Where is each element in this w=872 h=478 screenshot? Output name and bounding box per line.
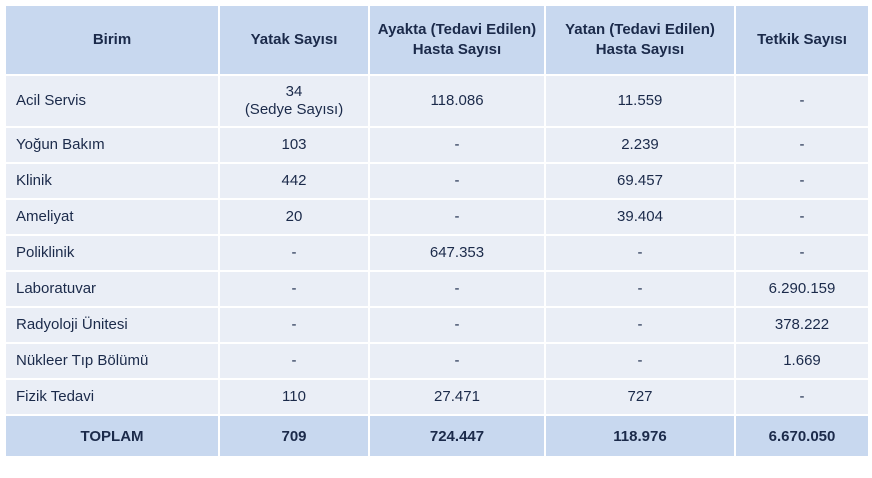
cell-birim: Ameliyat [4,198,220,236]
cell-yatan: 69.457 [544,162,736,200]
cell-tetkik: - [734,126,870,164]
hospital-statistics-table: Birim Yatak Sayısı Ayakta (Tedavi Edilen… [4,4,870,458]
cell-tetkik: - [734,162,870,200]
cell-ayakta: - [368,270,546,308]
cell-tetkik: 1.669 [734,342,870,380]
cell-yatan: 727 [544,378,736,416]
cell-birim: Radyoloji Ünitesi [4,306,220,344]
cell-ayakta: - [368,306,546,344]
cell-tetkik: - [734,378,870,416]
cell-ayakta: 647.353 [368,234,546,272]
cell-yatan: - [544,234,736,272]
table-row: Radyoloji Ünitesi - - - 378.222 [4,306,870,344]
cell-ayakta: - [368,198,546,236]
total-yatan: 118.976 [544,414,736,458]
cell-tetkik: - [734,198,870,236]
cell-yatan: 2.239 [544,126,736,164]
total-ayakta: 724.447 [368,414,546,458]
cell-yatak: - [218,342,370,380]
cell-yatak: 103 [218,126,370,164]
header-yatan-hasta-sayisi: Yatan (Tedavi Edilen) Hasta Sayısı [544,4,736,76]
cell-birim: Poliklinik [4,234,220,272]
header-ayakta-line2: Hasta Sayısı [412,41,502,58]
header-yatak-sayisi: Yatak Sayısı [218,4,370,76]
cell-yatan: 39.404 [544,198,736,236]
header-ayakta-hasta-sayisi: Ayakta (Tedavi Edilen) Hasta Sayısı [368,4,546,76]
cell-birim: Nükleer Tıp Bölümü [4,342,220,380]
cell-birim: Acil Servis [4,74,220,128]
cell-yatak: - [218,306,370,344]
cell-yatan: - [544,306,736,344]
cell-ayakta: - [368,162,546,200]
cell-yatak: 442 [218,162,370,200]
table-header-row: Birim Yatak Sayısı Ayakta (Tedavi Edilen… [4,4,870,76]
cell-ayakta: 118.086 [368,74,546,128]
cell-birim: Fizik Tedavi [4,378,220,416]
header-yatan-line1: Yatan (Tedavi Edilen) [565,21,715,38]
table-row: Fizik Tedavi 110 27.471 727 - [4,378,870,416]
cell-tetkik: - [734,74,870,128]
total-tetkik: 6.670.050 [734,414,870,458]
table-row: Poliklinik - 647.353 - - [4,234,870,272]
table-row: Klinik 442 - 69.457 - [4,162,870,200]
cell-yatak: - [218,234,370,272]
cell-yatak: 110 [218,378,370,416]
table-row: Acil Servis 34 (Sedye Sayısı) 118.086 11… [4,74,870,128]
cell-tetkik: - [734,234,870,272]
header-tetkik-sayisi: Tetkik Sayısı [734,4,870,76]
cell-ayakta: 27.471 [368,378,546,416]
table-row: Ameliyat 20 - 39.404 - [4,198,870,236]
header-birim: Birim [4,4,220,76]
cell-yatan: 11.559 [544,74,736,128]
cell-tetkik: 378.222 [734,306,870,344]
cell-ayakta: - [368,342,546,380]
cell-yatak-value: 34 [285,83,303,100]
cell-yatak: - [218,270,370,308]
cell-ayakta: - [368,126,546,164]
cell-yatan: - [544,270,736,308]
table-row: Nükleer Tıp Bölümü - - - 1.669 [4,342,870,380]
header-ayakta-line1: Ayakta (Tedavi Edilen) [377,21,537,38]
table-row: Yoğun Bakım 103 - 2.239 - [4,126,870,164]
cell-yatan: - [544,342,736,380]
cell-yatak-note: (Sedye Sayısı) [244,101,344,118]
cell-birim: Yoğun Bakım [4,126,220,164]
cell-birim: Laboratuvar [4,270,220,308]
table-row: Laboratuvar - - - 6.290.159 [4,270,870,308]
table-total-row: TOPLAM 709 724.447 118.976 6.670.050 [4,414,870,458]
cell-yatak: 20 [218,198,370,236]
header-yatan-line2: Hasta Sayısı [595,41,685,58]
total-label: TOPLAM [4,414,220,458]
cell-tetkik: 6.290.159 [734,270,870,308]
cell-yatak: 34 (Sedye Sayısı) [218,74,370,128]
total-yatak: 709 [218,414,370,458]
cell-birim: Klinik [4,162,220,200]
